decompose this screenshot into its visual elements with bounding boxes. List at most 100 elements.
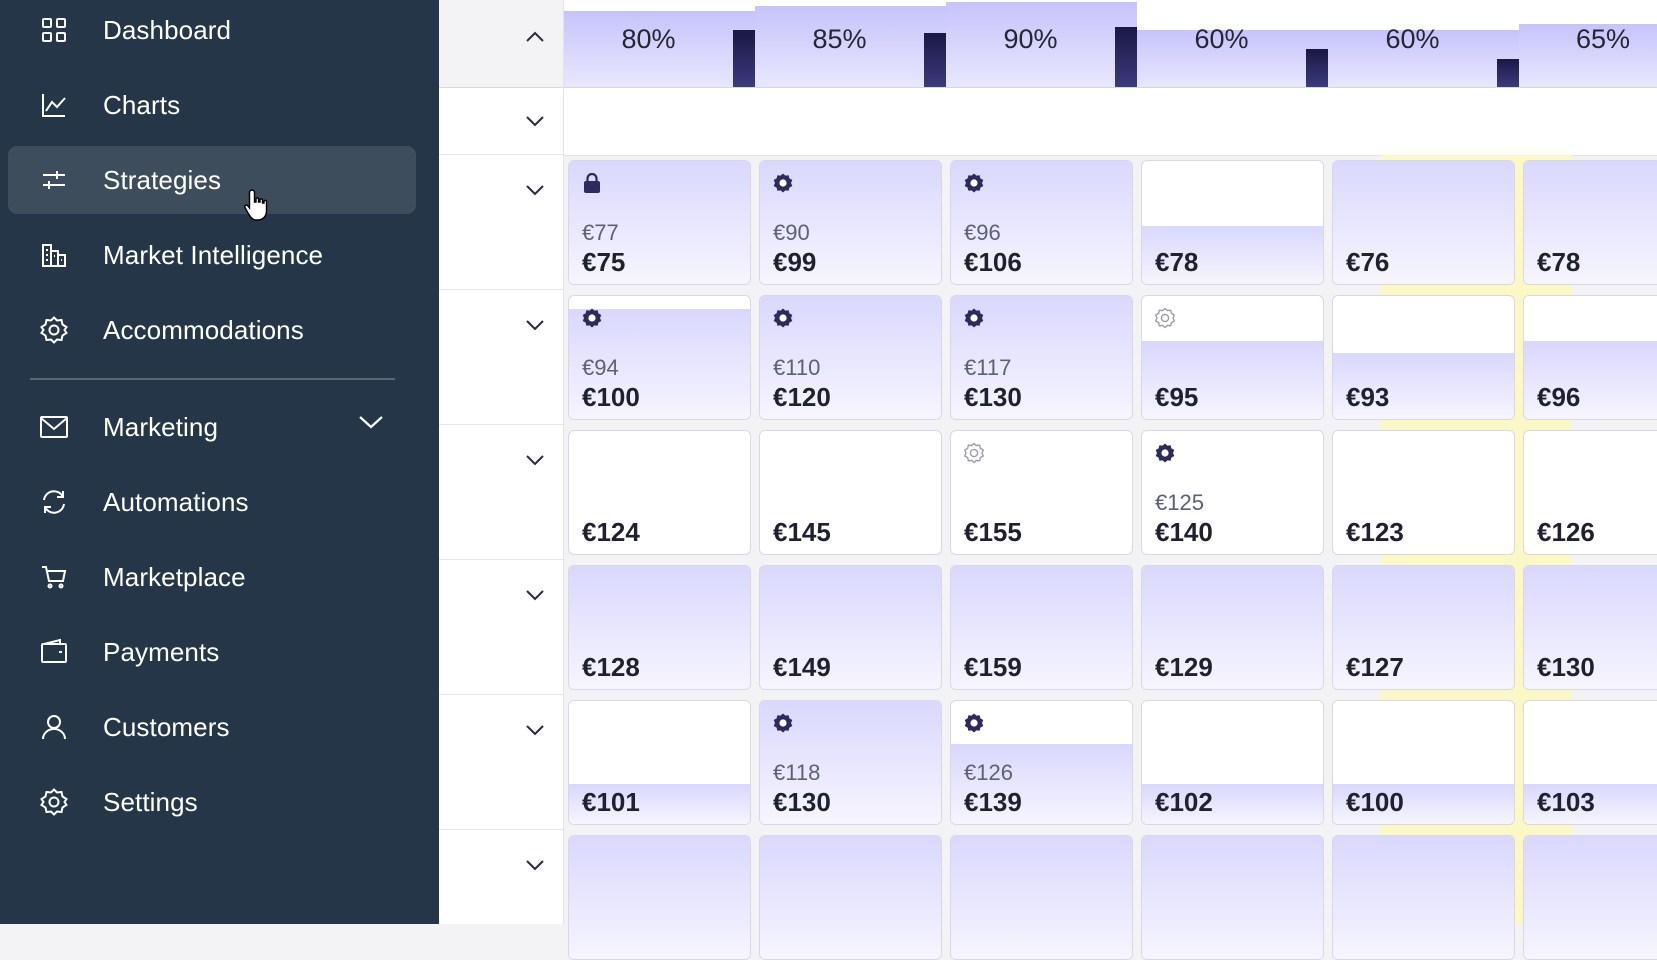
previous-price: €94 [582,355,619,380]
sidebar-divider [30,378,395,380]
current-price: €95 [1155,382,1199,412]
gear-icon [772,712,794,734]
price-cell-fill [1333,784,1514,824]
nav-item-marketing[interactable]: Marketing [8,393,416,461]
current-price: €102 [1155,787,1213,817]
occupancy-cell[interactable]: 65% [1519,0,1657,87]
current-price: €149 [773,652,831,682]
price-cell[interactable]: €110 €120 [759,295,942,420]
row-header [439,425,563,560]
occupancy-cell[interactable]: 60% [1137,0,1328,87]
price-cell-fill [1333,566,1514,689]
chevron-down-icon[interactable] [525,183,545,202]
price-cell[interactable]: €101 [568,700,751,825]
current-price: €124 [582,517,640,547]
price-cell[interactable]: €149 [759,565,942,690]
nav-item-customers[interactable]: Customers [8,693,416,761]
nav-label: Accommodations [103,314,304,345]
chevron-down-icon[interactable] [525,318,545,337]
chevron-down-icon[interactable] [525,858,545,877]
nav-label: Marketplace [103,561,246,592]
current-price: €76 [1346,247,1390,277]
current-price: €127 [1346,652,1404,682]
occupancy-cell[interactable]: 80% [564,0,755,87]
nav-item-payments[interactable]: Payments [8,618,416,686]
row-header [439,830,563,924]
current-price: €100 [582,382,640,412]
row-header [439,88,563,155]
row-header [439,560,563,695]
occupancy-fill [946,2,1137,87]
gear-icon [772,172,794,194]
previous-price: €90 [773,220,810,245]
price-cell[interactable]: €93 [1332,295,1515,420]
price-cell-fill [760,836,941,959]
price-cell[interactable]: €103 [1523,700,1657,825]
nav-item-charts[interactable]: Charts [8,71,416,139]
price-cell[interactable]: €90 €99 [759,160,942,285]
occupancy-label: 90% [1003,24,1058,54]
nav-item-market-intelligence[interactable]: Market Intelligence [8,221,416,289]
current-price: €130 [964,382,1022,412]
price-cell[interactable]: €95 [1141,295,1324,420]
chevron-down-icon[interactable] [525,588,545,607]
price-cell[interactable]: €100 [1332,700,1515,825]
price-cell[interactable]: €124 [568,430,751,555]
price-cell[interactable]: €128 [568,565,751,690]
price-cell[interactable]: €77 €75 [568,160,751,285]
price-cell[interactable]: €123 [1332,430,1515,555]
nav-item-automations[interactable]: Automations [8,468,416,536]
price-cell[interactable]: €117 €130 [950,295,1133,420]
price-cell[interactable]: €118 €130 [759,700,942,825]
price-cell[interactable]: €127 [1332,565,1515,690]
price-cell[interactable]: €78 [1523,160,1657,285]
price-cell[interactable]: €129 [1141,565,1324,690]
price-cell[interactable]: €76 [1332,160,1515,285]
nav-item-dashboard[interactable]: Dashboard [8,0,416,64]
occupancy-cell[interactable]: 60% [1328,0,1519,87]
price-cell[interactable] [1141,835,1324,960]
price-cell[interactable]: €155 [950,430,1133,555]
summary-row [564,88,1657,156]
nav-item-accommodations[interactable]: Accommodations [8,296,416,364]
chevron-down-icon[interactable] [525,114,545,133]
price-cell[interactable]: €159 [950,565,1133,690]
price-cell[interactable]: €126 [1523,430,1657,555]
nav-label: Strategies [103,164,222,195]
price-cell-fill [569,836,750,959]
price-cell[interactable]: €102 [1141,700,1324,825]
nav-item-strategies[interactable]: Strategies [8,146,416,214]
chevron-down-icon[interactable] [525,453,545,472]
current-price: €78 [1537,247,1581,277]
sidebar: Dashboard Charts Strategies Market Intel… [0,0,439,924]
occupancy-cell[interactable]: 85% [755,0,946,87]
price-cell-fill [1142,226,1323,284]
nav-item-settings[interactable]: Settings [8,768,416,836]
price-cell[interactable]: €96 [1523,295,1657,420]
price-cell[interactable] [1332,835,1515,960]
price-cell[interactable] [1523,835,1657,960]
occupancy-fill [1328,30,1519,87]
price-cell[interactable]: €96 €106 [950,160,1133,285]
price-cell-fill [1524,566,1657,689]
occupancy-bar [1115,27,1137,87]
price-cell[interactable]: €145 [759,430,942,555]
price-cell[interactable] [950,835,1133,960]
nav-label: Customers [103,711,230,742]
price-cell[interactable]: €125 €140 [1141,430,1324,555]
price-cell[interactable]: €130 [1523,565,1657,690]
price-cell[interactable]: €94 €100 [568,295,751,420]
price-cell[interactable] [568,835,751,960]
chevron-down-icon[interactable] [525,723,545,742]
current-price: €106 [964,247,1022,277]
nav-item-marketplace[interactable]: Marketplace [8,543,416,611]
previous-price: €77 [582,220,619,245]
chevron-up-icon[interactable] [525,30,545,49]
price-cell[interactable] [759,835,942,960]
price-cell[interactable]: €78 [1141,160,1324,285]
gear-outline-icon [1154,307,1176,329]
chevron-down-icon[interactable] [358,414,384,435]
occupancy-cell[interactable]: 90% [946,0,1137,87]
price-cell[interactable]: €126 €139 [950,700,1133,825]
gear-icon [772,307,794,329]
